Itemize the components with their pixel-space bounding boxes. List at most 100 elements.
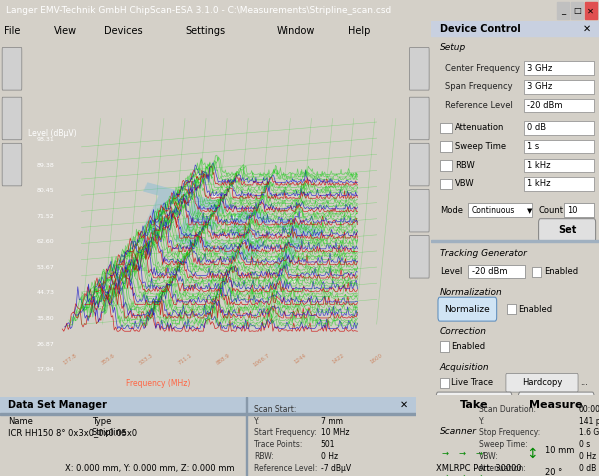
Text: XMLRPC Port: 30000: XMLRPC Port: 30000 (437, 465, 522, 473)
Text: 57: 57 (269, 258, 277, 263)
FancyBboxPatch shape (436, 392, 512, 418)
Text: Continuous: Continuous (471, 206, 515, 215)
FancyBboxPatch shape (471, 444, 486, 464)
Bar (431, 21, 599, 36)
FancyBboxPatch shape (471, 466, 486, 476)
Text: ↕: ↕ (526, 447, 538, 461)
Text: Name: Name (8, 416, 33, 426)
Bar (440, 341, 449, 352)
FancyBboxPatch shape (454, 444, 470, 464)
Text: -7 dBµV: -7 dBµV (320, 464, 350, 473)
Text: Stripline: Stripline (92, 428, 127, 437)
Bar (564, 203, 594, 217)
Text: Device Control: Device Control (440, 24, 521, 34)
Text: 1 kHz: 1 kHz (527, 161, 550, 170)
FancyBboxPatch shape (2, 48, 22, 90)
FancyBboxPatch shape (519, 392, 594, 418)
Text: Normalize: Normalize (444, 305, 490, 314)
Text: VBW: VBW (455, 179, 474, 188)
Text: Normalization: Normalization (440, 288, 503, 297)
Text: →: → (441, 472, 449, 476)
Text: Count: Count (539, 206, 564, 215)
FancyBboxPatch shape (437, 444, 453, 464)
Text: Frequency (MHz): Frequency (MHz) (126, 379, 190, 388)
Text: 10: 10 (567, 206, 577, 215)
Bar (468, 265, 525, 278)
Text: Enabled: Enabled (452, 342, 486, 351)
Text: Tracking Generator: Tracking Generator (440, 248, 527, 258)
FancyBboxPatch shape (523, 435, 541, 472)
FancyBboxPatch shape (2, 143, 22, 186)
FancyBboxPatch shape (539, 218, 595, 242)
Text: 62.60: 62.60 (37, 239, 55, 244)
Bar (440, 141, 452, 152)
Text: Level: Level (440, 267, 462, 276)
Text: ✕: ✕ (587, 6, 594, 15)
Text: 1.6 GHz: 1.6 GHz (579, 428, 599, 437)
Text: Attenuation:: Attenuation: (479, 464, 527, 473)
Text: 36: 36 (192, 173, 201, 178)
Text: →: → (458, 472, 465, 476)
Text: Attenuation: Attenuation (455, 123, 504, 132)
Text: X: 0.000 mm, Y: 0.000 mm, Z: 0.000 mm: X: 0.000 mm, Y: 0.000 mm, Z: 0.000 mm (65, 465, 234, 473)
Text: 35.80: 35.80 (37, 316, 55, 321)
Text: Acquisition: Acquisition (440, 363, 489, 372)
Text: ✕: ✕ (582, 24, 591, 34)
Text: 1 s: 1 s (527, 142, 539, 151)
Text: 0 Hz: 0 Hz (320, 452, 338, 461)
FancyBboxPatch shape (410, 97, 429, 140)
Bar (246, 397, 247, 476)
Text: Help: Help (347, 26, 370, 36)
Bar (440, 160, 452, 170)
Text: 10 mm: 10 mm (545, 446, 574, 455)
Text: Trace Points:: Trace Points: (254, 440, 302, 449)
FancyBboxPatch shape (454, 466, 470, 476)
Text: Take: Take (460, 400, 488, 410)
Text: 1422: 1422 (331, 353, 346, 365)
Bar (507, 304, 516, 314)
Text: 1600: 1600 (370, 353, 384, 365)
Text: 0 dB: 0 dB (527, 123, 546, 132)
Text: 71.52: 71.52 (37, 214, 55, 219)
Text: ICR HH150 8° 0x3x0_0x0.05x0: ICR HH150 8° 0x3x0_0x0.05x0 (8, 428, 137, 437)
Text: 98.31: 98.31 (37, 137, 55, 142)
Text: Scanner: Scanner (440, 427, 477, 436)
Text: Measure: Measure (530, 400, 583, 410)
Bar (0, 413, 416, 415)
Text: →: → (475, 472, 482, 476)
Text: Y:: Y: (254, 416, 260, 426)
Text: 1244: 1244 (293, 353, 307, 365)
FancyBboxPatch shape (410, 189, 429, 232)
Text: Enabled: Enabled (519, 305, 553, 314)
FancyBboxPatch shape (410, 48, 429, 90)
Text: ▼: ▼ (527, 208, 533, 214)
FancyBboxPatch shape (506, 373, 578, 392)
Text: Mode: Mode (440, 206, 462, 215)
Text: 3 GHz: 3 GHz (527, 82, 552, 91)
Text: 17.94: 17.94 (37, 367, 55, 372)
Text: 0 s: 0 s (579, 440, 590, 449)
Text: Scan Duration:: Scan Duration: (479, 405, 536, 414)
Bar (524, 140, 594, 153)
FancyBboxPatch shape (410, 236, 429, 278)
Text: Center Frequency: Center Frequency (444, 64, 520, 73)
Bar (585, 2, 597, 20)
Text: 177.8: 177.8 (62, 353, 78, 366)
Text: Level (dBµV): Level (dBµV) (28, 129, 77, 138)
Bar (557, 2, 569, 20)
Text: 89.38: 89.38 (37, 163, 55, 168)
Text: →: → (458, 449, 465, 458)
Text: _: _ (561, 6, 565, 15)
Text: -20 dBm: -20 dBm (471, 267, 507, 276)
Text: -20 dBm: -20 dBm (527, 101, 562, 110)
Text: 1 kHz: 1 kHz (527, 179, 550, 188)
Text: RBW:: RBW: (254, 452, 274, 461)
Text: 40: 40 (211, 194, 220, 199)
Bar (524, 99, 594, 112)
Text: Start Frequency:: Start Frequency: (254, 428, 317, 437)
FancyBboxPatch shape (410, 143, 429, 186)
Text: Type: Type (92, 416, 111, 426)
Text: 50: 50 (250, 237, 258, 241)
Text: 0 dB: 0 dB (579, 464, 596, 473)
Text: Sweep Time: Sweep Time (455, 142, 506, 151)
